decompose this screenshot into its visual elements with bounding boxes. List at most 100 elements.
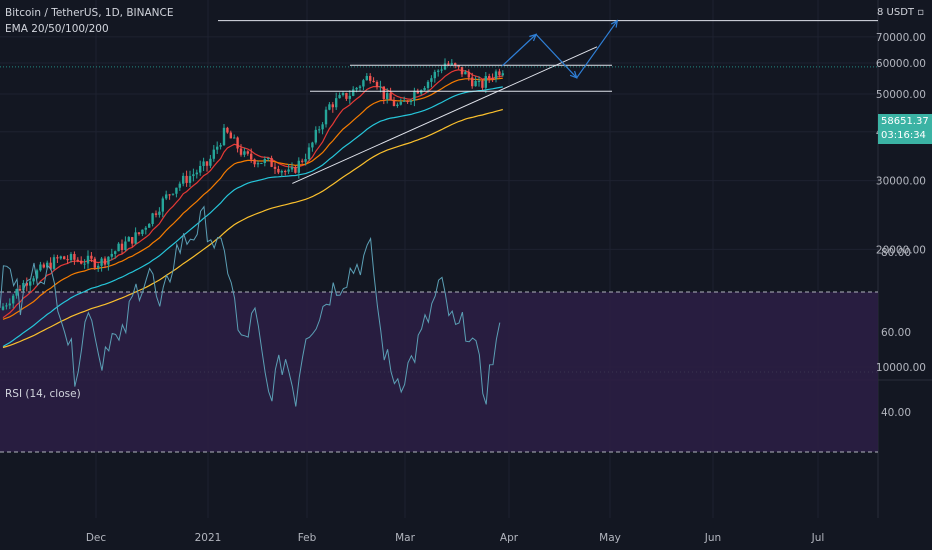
candle-body xyxy=(236,137,239,149)
candle-body xyxy=(178,183,181,188)
candle-body xyxy=(362,80,365,87)
candle-body xyxy=(188,176,192,183)
candle-body xyxy=(90,255,93,259)
rsi-legend[interactable]: RSI (14, close) xyxy=(5,388,81,400)
candle-body xyxy=(284,171,287,173)
candle-body xyxy=(348,95,351,99)
candle-body xyxy=(246,151,249,154)
candle-body xyxy=(22,282,25,291)
candle-body xyxy=(392,100,396,106)
candle-body xyxy=(369,75,372,81)
ema-200-line xyxy=(2,108,503,349)
candle-body xyxy=(165,194,168,199)
candle-body xyxy=(199,165,202,173)
candle-body xyxy=(144,227,147,230)
candle-body xyxy=(403,100,406,102)
candle-body xyxy=(219,145,222,147)
candle-body xyxy=(321,124,324,130)
candle-body xyxy=(107,256,110,265)
candle-body xyxy=(488,76,491,79)
candle-body xyxy=(389,93,392,101)
x-axis-tick-label: 2021 xyxy=(195,532,222,544)
candle-body xyxy=(137,232,141,234)
candle-body xyxy=(239,148,243,155)
candle-body xyxy=(250,153,253,160)
candle-body xyxy=(185,175,188,183)
candle-body xyxy=(304,159,307,162)
candle-body xyxy=(66,259,69,261)
candle-body xyxy=(39,264,42,271)
drawings[interactable] xyxy=(0,19,878,184)
candle-body xyxy=(80,260,83,264)
candle-body xyxy=(120,243,124,250)
candle-body xyxy=(355,87,358,90)
candle-body xyxy=(216,146,219,150)
candle-body xyxy=(430,78,433,82)
grid xyxy=(0,0,932,518)
projection-arrowhead xyxy=(569,70,578,79)
candle-body xyxy=(365,75,368,81)
candle-body xyxy=(277,168,280,173)
currency-label[interactable]: 8 USDT ▫ xyxy=(877,7,924,18)
x-axis-tick-label: May xyxy=(599,532,621,544)
rsi-axis-tick-label: 40.00 xyxy=(881,407,911,419)
candle-body xyxy=(15,289,18,296)
projection-arrowhead xyxy=(610,19,619,28)
y-axis-tick-label: 20000.00 xyxy=(876,244,926,256)
candle-body xyxy=(328,104,331,110)
trendline-drawing xyxy=(292,46,598,184)
candle-body xyxy=(59,256,62,259)
candle-body xyxy=(212,149,215,159)
candle-body xyxy=(331,104,334,108)
x-axis-tick-label: Jun xyxy=(704,532,721,544)
projection-arrowhead xyxy=(529,33,538,42)
candle-body xyxy=(423,87,426,91)
candlestick-series xyxy=(1,58,504,311)
rsi-line xyxy=(0,205,501,407)
candle-body xyxy=(358,86,362,88)
candle-body xyxy=(318,129,321,131)
candle-body xyxy=(294,167,297,173)
candle-body xyxy=(484,76,487,88)
symbol-legend[interactable]: Bitcoin / TetherUS, 1D, BINANCE xyxy=(5,7,174,19)
rsi-series xyxy=(0,205,501,407)
ema-legend[interactable]: EMA 20/50/100/200 xyxy=(5,23,109,35)
ema-20-line xyxy=(2,69,503,319)
last-price-value: 58651.37 xyxy=(881,116,929,127)
x-axis-tick-label: Apr xyxy=(500,532,519,544)
candle-body xyxy=(501,73,504,76)
candle-body xyxy=(273,166,277,169)
candle-body xyxy=(5,305,8,307)
candle-body xyxy=(440,69,443,71)
candle-body xyxy=(287,169,290,172)
candle-body xyxy=(46,262,49,268)
candle-body xyxy=(324,109,328,125)
candle-body xyxy=(297,160,300,173)
candle-body xyxy=(345,92,348,99)
candle-body xyxy=(477,80,481,82)
candle-body xyxy=(454,63,457,66)
candle-body xyxy=(182,175,185,184)
candle-body xyxy=(1,306,5,310)
candle-body xyxy=(131,237,134,244)
candle-body xyxy=(32,278,35,282)
candle-body xyxy=(263,158,266,164)
candle-body xyxy=(399,101,402,105)
candle-body xyxy=(161,198,164,212)
candle-body xyxy=(168,194,171,196)
candle-body xyxy=(158,211,161,215)
candle-body xyxy=(372,80,375,82)
candle-body xyxy=(63,256,66,260)
candle-body xyxy=(386,93,389,99)
candle-body xyxy=(124,241,127,250)
candle-body xyxy=(416,90,419,94)
ema-50-line xyxy=(2,77,503,320)
candle-body xyxy=(406,100,409,103)
candle-body xyxy=(56,257,59,259)
candle-body xyxy=(375,81,379,88)
candle-body xyxy=(270,158,273,167)
candle-body xyxy=(474,80,477,87)
candle-body xyxy=(117,243,120,252)
candle-body xyxy=(447,63,450,65)
